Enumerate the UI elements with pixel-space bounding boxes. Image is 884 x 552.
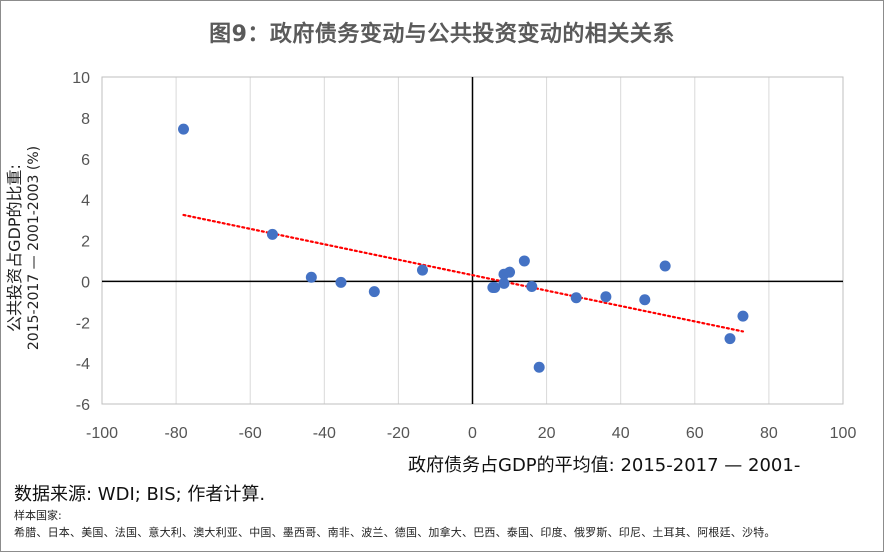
x-tick-label: -40 bbox=[313, 425, 336, 442]
x-tick-label: -80 bbox=[165, 425, 188, 442]
x-tick-label: 40 bbox=[612, 425, 630, 442]
y-tick-label: -2 bbox=[76, 315, 90, 332]
x-tick-label: 0 bbox=[468, 425, 477, 442]
chart-title: 图9：政府债务变动与公共投资变动的相关关系 bbox=[209, 22, 675, 47]
data-point bbox=[178, 123, 190, 135]
y-tick-label: 6 bbox=[81, 152, 90, 169]
data-point bbox=[305, 271, 317, 283]
y-tick-label: 2 bbox=[81, 234, 90, 251]
x-tick-label: 80 bbox=[760, 425, 778, 442]
data-point bbox=[489, 282, 501, 294]
data-point bbox=[368, 286, 380, 298]
data-point bbox=[498, 277, 510, 289]
y-axis-label-line1: 公共投资占GDP的比重: bbox=[5, 164, 24, 332]
x-axis-label: 政府债务占GDP的平均值: 2015-2017 — 2001- bbox=[408, 455, 801, 476]
data-point bbox=[600, 291, 612, 303]
countries-list: 希腊、日本、美国、法国、意大利、澳大利亚、中国、墨西哥、南非、波兰、德国、加拿大… bbox=[14, 526, 776, 539]
data-point bbox=[335, 276, 347, 288]
source-note: 数据来源: WDI; BIS; 作者计算. bbox=[14, 484, 266, 505]
y-tick-label: 4 bbox=[81, 193, 90, 210]
data-point bbox=[526, 280, 538, 292]
y-axis-label-line2: 2015-2017 — 2001-2003 (%) bbox=[26, 145, 42, 351]
data-point bbox=[724, 333, 736, 345]
x-tick-label: 20 bbox=[538, 425, 556, 442]
x-tick-label: -60 bbox=[239, 425, 262, 442]
data-point bbox=[737, 310, 749, 322]
data-point bbox=[416, 264, 428, 276]
data-point bbox=[533, 361, 545, 373]
x-tick-label: 100 bbox=[830, 425, 857, 442]
data-point bbox=[266, 228, 278, 240]
x-tick-label: -20 bbox=[387, 425, 410, 442]
data-point bbox=[518, 255, 530, 267]
y-tick-label: 0 bbox=[81, 274, 90, 291]
x-tick-label: -100 bbox=[86, 425, 118, 442]
x-tick-label: 60 bbox=[686, 425, 704, 442]
y-tick-label: 10 bbox=[72, 70, 90, 87]
y-tick-label: -6 bbox=[76, 397, 90, 414]
data-point bbox=[570, 292, 582, 304]
data-point bbox=[504, 266, 516, 278]
data-point bbox=[659, 260, 671, 272]
data-point bbox=[639, 294, 651, 306]
y-tick-label: -4 bbox=[76, 356, 90, 373]
y-axis-label: 公共投资占GDP的比重: 2015-2017 — 2001-2003 (%) bbox=[4, 103, 48, 393]
countries-title: 样本国家: bbox=[14, 509, 62, 522]
y-tick-label: 8 bbox=[81, 111, 90, 128]
